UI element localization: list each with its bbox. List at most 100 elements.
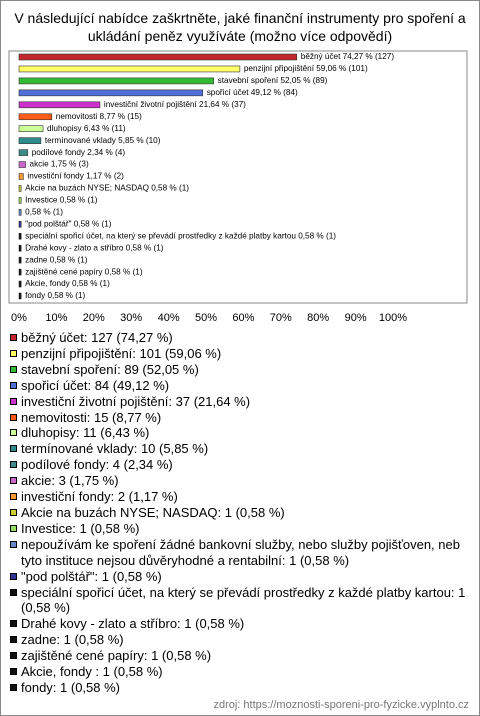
x-tick-label: 20% bbox=[83, 312, 105, 324]
legend-entry: nemovitosti: 15 (8,77 %) bbox=[9, 410, 475, 426]
bar-label: Akcie na buzách NYSE; NASDAQ 0,58 % (1) bbox=[25, 184, 189, 193]
x-tick-label: 80% bbox=[307, 312, 329, 324]
x-tick-label: 10% bbox=[45, 312, 67, 324]
bar-label: "pod polštář" 0,58 % (1) bbox=[25, 219, 112, 228]
legend-label: Akcie na buzách NYSE; NASDAQ: 1 (0,58 %) bbox=[21, 504, 285, 520]
legend-swatch bbox=[10, 508, 17, 516]
bar bbox=[18, 113, 53, 121]
bar-label: fondy 0,58 % (1) bbox=[25, 291, 85, 300]
legend-label: speciální spořicí účet, na který se přev… bbox=[21, 584, 466, 616]
bar bbox=[18, 197, 22, 204]
legend-swatch bbox=[10, 397, 17, 405]
legend-label: běžný účet: 127 (74,27 %) bbox=[21, 330, 173, 345]
legend-swatch bbox=[10, 620, 17, 628]
legend-entry: investiční fondy: 2 (1,17 %) bbox=[9, 489, 475, 505]
bar-label: 0,58 % (1) bbox=[25, 208, 63, 217]
x-tick-label: 40% bbox=[158, 312, 180, 324]
legend-label: Drahé kovy - zlato a stříbro: 1 (0,58 %) bbox=[21, 616, 245, 632]
legend-entry: podílové fondy: 4 (2,34 %) bbox=[9, 457, 475, 473]
legend-swatch bbox=[10, 668, 17, 676]
source: zdroj: https://moznosti-sporeni-pro-fyzi… bbox=[213, 699, 469, 711]
bar bbox=[18, 149, 29, 156]
legend-swatch bbox=[10, 413, 17, 421]
bar bbox=[18, 53, 298, 61]
x-tick-label: 90% bbox=[345, 312, 367, 324]
bar-label: penzijní připojištění 59,06 % (101) bbox=[244, 64, 368, 73]
bar bbox=[18, 101, 101, 109]
legend-swatch bbox=[10, 572, 17, 580]
legend-label: penzijní připojištění: 101 (59,06 %) bbox=[21, 345, 222, 361]
legend-swatch bbox=[10, 445, 17, 453]
legend-entry: speciální spořicí účet, na který se přev… bbox=[9, 585, 475, 617]
bar bbox=[18, 244, 22, 252]
legend-swatch bbox=[10, 636, 17, 644]
legend-label: zadne: 1 (0,58 %) bbox=[21, 632, 124, 648]
bar-label: Drahé kovy - zlato a stříbro 0,58 % (1) bbox=[25, 243, 164, 252]
legend-entry: Akcie, fondy : 1 (0,58 %) bbox=[9, 664, 475, 680]
legend-label: termínované vklady: 10 (5,85 %) bbox=[21, 441, 209, 457]
legend-entry: "pod polštář": 1 (0,58 %) bbox=[9, 569, 475, 585]
legend-entry: stavební spoření: 89 (52,05 %) bbox=[9, 362, 475, 378]
bar-label: stavební spoření 52,05 % (89) bbox=[218, 76, 328, 85]
legend-entry: termínované vklady: 10 (5,85 %) bbox=[9, 441, 475, 457]
x-tick-label: 30% bbox=[120, 312, 142, 324]
legend-label: investiční životní pojištění: 37 (21,64 … bbox=[21, 393, 251, 409]
bar bbox=[18, 185, 22, 192]
legend-entry: fondy: 1 (0,58 %) bbox=[9, 680, 475, 696]
bar-label: zadne 0,58 % (1) bbox=[25, 255, 88, 264]
bar bbox=[18, 77, 214, 85]
x-tick-label: 70% bbox=[270, 312, 292, 324]
legend-entry: Investice: 1 (0,58 %) bbox=[9, 521, 475, 537]
legend-swatch bbox=[10, 683, 17, 691]
legend-entry: Drahé kovy - zlato a stříbro: 1 (0,58 %) bbox=[9, 616, 475, 632]
legend-label: nepoužívám ke spoření žádné bankovní slu… bbox=[21, 536, 460, 568]
bar-label: akcie 1,75 % (3) bbox=[30, 160, 89, 169]
bar bbox=[18, 89, 204, 97]
legend-label: spořicí účet: 84 (49,12 %) bbox=[21, 377, 170, 393]
legend-swatch bbox=[10, 588, 17, 596]
x-tick-label: 100% bbox=[379, 312, 407, 324]
bar-label: Investice 0,58 % (1) bbox=[25, 196, 98, 205]
legend-swatch bbox=[10, 349, 17, 357]
legend-label: podílové fondy: 4 (2,34 %) bbox=[21, 457, 173, 473]
bar-label: podílové fondy 2,34 % (4) bbox=[32, 148, 126, 157]
legend-entry: nepoužívám ke spoření žádné bankovní slu… bbox=[9, 537, 475, 569]
legend-entry: dluhopisy: 11 (6,43 %) bbox=[9, 425, 475, 441]
legend-label: nemovitosti: 15 (8,77 %) bbox=[21, 409, 162, 425]
legend-entry: běžný účet: 127 (74,27 %) bbox=[9, 330, 475, 346]
legend-label: fondy: 1 (0,58 %) bbox=[21, 679, 120, 695]
bar bbox=[18, 125, 44, 132]
bar bbox=[18, 256, 22, 264]
bar bbox=[18, 65, 241, 73]
legend-label: Akcie, fondy : 1 (0,58 %) bbox=[21, 664, 163, 680]
legend-label: investiční fondy: 2 (1,17 %) bbox=[21, 489, 178, 505]
bar bbox=[18, 232, 22, 240]
bar bbox=[18, 268, 22, 276]
bar bbox=[18, 209, 22, 216]
legend-entry: investiční životní pojištění: 37 (21,64 … bbox=[9, 394, 475, 410]
bar bbox=[18, 161, 26, 168]
chart-title: V následující nabídce zaškrtněte, jaké f… bbox=[14, 10, 466, 44]
bar bbox=[18, 280, 22, 288]
bar-label: termínované vklady 5,85 % (10) bbox=[45, 136, 161, 145]
legend-label: Investice: 1 (0,58 %) bbox=[21, 520, 140, 536]
bar-label: nemovitosti 8,77 % (15) bbox=[56, 112, 142, 121]
bar-label: speciální spořicí účet, na který se přev… bbox=[25, 231, 336, 240]
legend-swatch bbox=[10, 365, 17, 373]
bar-label: běžný účet 74,27 % (127) bbox=[301, 52, 395, 61]
bar bbox=[18, 173, 24, 180]
x-tick-label: 60% bbox=[232, 312, 254, 324]
x-tick-label: 50% bbox=[195, 312, 217, 324]
bar-label: dluhopisy 6,43 % (11) bbox=[47, 124, 126, 133]
legend-label: zajištěné cené papíry: 1 (0,58 %) bbox=[21, 648, 212, 664]
legend-label: dluhopisy: 11 (6,43 %) bbox=[21, 425, 150, 441]
legend-swatch bbox=[10, 461, 17, 469]
legend-label: "pod polštář": 1 (0,58 %) bbox=[21, 568, 162, 584]
legend-entry: spořicí účet: 84 (49,12 %) bbox=[9, 378, 475, 394]
legend-entry: zajištěné cené papíry: 1 (0,58 %) bbox=[9, 648, 475, 664]
legend-entry: akcie: 3 (1,75 %) bbox=[9, 473, 475, 489]
x-tick-label: 0% bbox=[11, 312, 27, 324]
bar bbox=[18, 137, 42, 144]
legend-swatch bbox=[10, 652, 17, 660]
